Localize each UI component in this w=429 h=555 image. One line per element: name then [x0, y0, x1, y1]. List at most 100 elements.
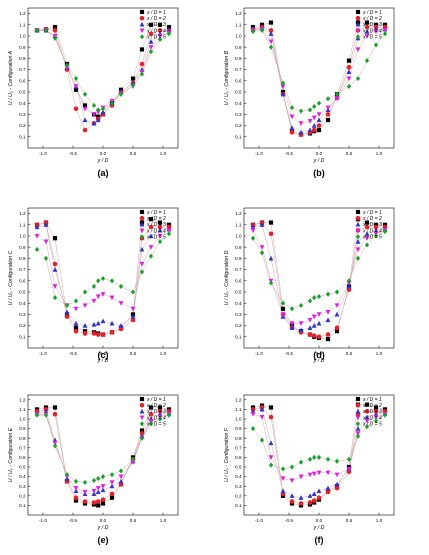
- data-point: [364, 418, 370, 424]
- data-point: [82, 117, 88, 123]
- data-point: [118, 326, 124, 332]
- data-point: [100, 275, 106, 282]
- data-point: [52, 440, 58, 446]
- y-tick-label: 1.2: [235, 11, 242, 16]
- legend-entry: x / D = 5: [146, 235, 166, 241]
- data-point: [109, 295, 115, 301]
- data-point: [118, 91, 124, 97]
- data-point: [64, 472, 70, 478]
- y-tick-label: 0.2: [19, 493, 26, 498]
- y-axis-label: U / U₀ - Configuration D: [224, 250, 230, 305]
- x-tick-label: -0.5: [69, 351, 77, 356]
- data-point: [373, 233, 379, 239]
- chart-panel-1: -1.0 -0.5 0.0 0.5 1.0 0.1 0.2 0.3 0.4 0.5 0.6 0.7 0.…: [8, 7, 179, 164]
- data-point: [250, 224, 256, 230]
- y-tick-label: 0.9: [235, 45, 242, 50]
- data-point: [289, 478, 295, 484]
- legend-marker: [355, 408, 361, 414]
- y-tick-label: 0.6: [235, 455, 242, 460]
- legend-marker: [139, 21, 145, 27]
- legend: x / D = 1x / D = 2x / D = 3x / D = 4x / …: [139, 10, 166, 41]
- x-tick-label: -1.0: [39, 518, 47, 523]
- legend-marker: [355, 415, 361, 421]
- data-point: [373, 42, 379, 48]
- data-point: [289, 321, 295, 326]
- series-line: [36, 224, 170, 326]
- data-point: [52, 261, 58, 267]
- legend-entry: x / D = 5: [362, 35, 382, 41]
- data-point: [118, 301, 124, 306]
- data-point: [382, 228, 388, 235]
- x-tick-label: 0.5: [346, 151, 353, 156]
- y-tick-label: 1.1: [235, 407, 242, 412]
- data-point: [52, 295, 58, 301]
- x-tick-label: -1.0: [39, 151, 47, 156]
- data-point: [43, 27, 49, 33]
- data-point: [250, 412, 256, 417]
- y-tick-label: 1.2: [235, 397, 242, 402]
- data-point: [334, 485, 340, 491]
- legend-entry: x / D = 3: [362, 409, 382, 415]
- y-tick-label: 0.2: [235, 123, 242, 128]
- data-point: [268, 280, 274, 286]
- x-tick-label: 1.0: [160, 351, 167, 356]
- data-point: [95, 320, 101, 326]
- data-point: [312, 103, 317, 110]
- data-point: [100, 292, 106, 297]
- x-tick-label: -1.0: [39, 351, 47, 356]
- data-point: [364, 220, 370, 225]
- panel-caption: (a): [98, 168, 109, 178]
- y-tick-label: 0.9: [19, 426, 26, 431]
- data-point: [139, 269, 145, 275]
- data-point: [364, 231, 370, 236]
- legend-entry: x / D = 3: [362, 222, 382, 228]
- data-point: [34, 233, 40, 239]
- legend: x / D = 1x / D = 2x / D = 3x / D = 4x / …: [139, 210, 166, 241]
- x-tick-label: 0.5: [130, 151, 137, 156]
- data-point: [34, 412, 40, 418]
- data-point: [259, 250, 265, 256]
- legend-marker: [139, 221, 145, 227]
- data-point: [325, 105, 331, 111]
- data-point: [298, 495, 304, 500]
- y-tick-label: 0.6: [19, 78, 26, 83]
- data-point: [334, 325, 340, 331]
- data-point: [118, 468, 124, 474]
- series-line: [36, 24, 170, 117]
- data-point: [382, 412, 388, 418]
- legend-marker: [355, 34, 361, 40]
- data-point: [355, 239, 361, 244]
- data-point: [139, 431, 145, 436]
- data-point: [96, 475, 101, 482]
- legend-marker: [139, 34, 145, 40]
- data-point: [73, 325, 79, 330]
- data-point: [109, 278, 115, 284]
- data-point: [259, 245, 265, 250]
- data-point: [316, 454, 322, 460]
- data-point: [325, 485, 331, 491]
- data-point: [109, 483, 115, 489]
- data-point: [298, 459, 304, 465]
- data-point: [289, 125, 295, 130]
- y-tick-label: 0.8: [19, 56, 26, 61]
- data-point: [289, 130, 295, 135]
- data-point: [91, 477, 97, 484]
- y-tick-label: 0.8: [235, 56, 242, 61]
- legend-entry: x / D = 4: [362, 28, 382, 34]
- legend-marker: [139, 396, 145, 402]
- series-line: [36, 407, 170, 506]
- data-point: [311, 323, 317, 328]
- data-point: [73, 498, 79, 503]
- y-tick-label: 0.4: [19, 301, 26, 306]
- legend-marker: [355, 396, 361, 402]
- data-point: [268, 39, 274, 45]
- data-point: [148, 245, 154, 250]
- data-point: [346, 283, 352, 289]
- data-point: [139, 435, 145, 441]
- data-point: [100, 501, 106, 506]
- data-point: [311, 314, 317, 320]
- series-line: [252, 222, 385, 338]
- data-point: [100, 474, 106, 480]
- data-point: [52, 411, 58, 417]
- x-axis-label: y / D: [313, 158, 325, 164]
